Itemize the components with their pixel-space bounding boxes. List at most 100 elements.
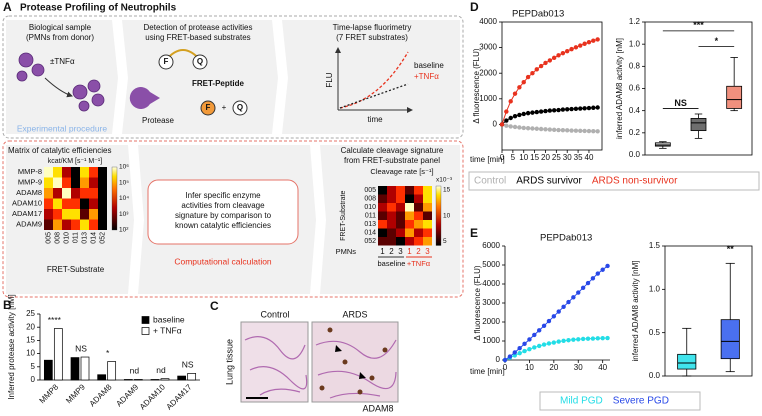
point — [595, 336, 600, 341]
point — [560, 127, 566, 133]
x-tick-label: MMP9 — [64, 382, 87, 405]
point — [586, 105, 592, 111]
cell — [78, 100, 90, 112]
step-chevron — [6, 20, 118, 134]
y-tick-label: 0 — [496, 355, 501, 364]
label: 008 — [364, 196, 376, 203]
point — [582, 128, 587, 134]
point — [551, 108, 557, 113]
heatmap-cell — [89, 209, 98, 220]
histology-image — [311, 321, 399, 403]
y-tick-label: 1.0 — [649, 284, 661, 293]
point — [551, 127, 557, 132]
heatmap-cell — [71, 219, 80, 230]
point — [512, 124, 518, 130]
bar — [150, 379, 160, 381]
y-tick-label: 3000 — [482, 298, 500, 307]
cell — [31, 63, 45, 77]
point — [541, 323, 547, 328]
label: ADAM10 — [12, 199, 42, 208]
heatmap-cell — [62, 188, 71, 199]
cell — [18, 52, 34, 68]
x-tick-label: ADAM8 — [88, 382, 114, 408]
heatmap-cell — [62, 167, 71, 178]
heatmap-cell — [405, 237, 414, 246]
heatmap-cell — [80, 219, 89, 230]
point — [517, 112, 522, 118]
label: ADAM9 — [16, 220, 42, 229]
panel-label: C — [210, 299, 219, 313]
bar — [107, 361, 117, 381]
x-tick-label: 0 — [503, 363, 508, 372]
heatmap-cell — [71, 188, 80, 199]
heatmap-cell — [89, 219, 98, 230]
cell — [16, 70, 28, 82]
heatmap-cell — [378, 203, 387, 212]
point — [534, 67, 539, 72]
heatmap-cell — [387, 203, 396, 212]
point — [561, 304, 566, 309]
x-tick-label: 10 — [519, 153, 528, 162]
label: 005 — [364, 187, 376, 194]
fluorophore-icon — [200, 100, 216, 116]
heatmap-cell — [378, 211, 387, 220]
y-axis-title: Inferred protease activity [nM] — [7, 294, 16, 399]
tissue-fiber — [244, 336, 308, 396]
heatmap-cell — [387, 228, 396, 237]
significance-label: NS — [674, 98, 687, 108]
point — [586, 40, 592, 45]
label: (7 FRET substrates) — [336, 33, 408, 42]
heatmap-cell — [53, 209, 62, 220]
heatmap-cell — [396, 203, 405, 212]
point — [576, 290, 581, 295]
x-tick-label: ADAM9 — [114, 382, 140, 408]
bar — [160, 378, 170, 381]
heatmap-cell — [44, 198, 53, 209]
heatmap-cell — [80, 209, 89, 220]
heatmap-cell — [414, 211, 423, 220]
point — [530, 110, 535, 115]
stained-cell — [382, 347, 388, 353]
point — [591, 105, 596, 110]
heatmap-cell — [71, 198, 80, 209]
stained-cells — [319, 327, 388, 395]
legend-label: Control — [474, 176, 506, 187]
heatmap-cell — [387, 194, 396, 203]
point — [525, 126, 531, 131]
label: FRET-Substrate — [47, 265, 105, 274]
heatmap-cell — [53, 167, 62, 178]
bar — [97, 374, 107, 381]
heatmap-cell — [423, 237, 432, 246]
label: 10² — [119, 227, 129, 234]
label: 10³ — [119, 211, 129, 218]
label: + — [222, 103, 227, 112]
point — [565, 128, 570, 133]
y-tick-label: 2000 — [482, 317, 500, 326]
y-tick-label: 4000 — [479, 17, 497, 26]
bar — [187, 373, 197, 381]
heatmap-cell — [44, 219, 53, 230]
legend-label: Severe PGD — [613, 396, 669, 407]
point — [566, 338, 571, 343]
point — [605, 263, 610, 269]
point — [556, 127, 561, 133]
point — [551, 55, 557, 61]
point — [605, 335, 610, 341]
y-tick-label: 10 — [26, 349, 35, 358]
heatmap-cell — [396, 211, 405, 220]
stained-cell — [369, 375, 375, 381]
point — [586, 128, 592, 134]
heatmap-cell — [387, 186, 396, 195]
heatmap-cell — [405, 211, 414, 220]
label: 10 — [443, 212, 451, 219]
tissue-fiber — [315, 339, 397, 399]
label: Computational calculation — [174, 256, 272, 266]
heatmap-cell — [62, 209, 71, 220]
label: Protease — [142, 116, 175, 125]
y-tick-label: 5 — [31, 362, 36, 371]
heatmap-cell — [423, 220, 432, 229]
x-tick-label: 40 — [598, 363, 607, 372]
label: Calculate cleavage signature — [341, 146, 444, 155]
bar — [133, 379, 143, 381]
